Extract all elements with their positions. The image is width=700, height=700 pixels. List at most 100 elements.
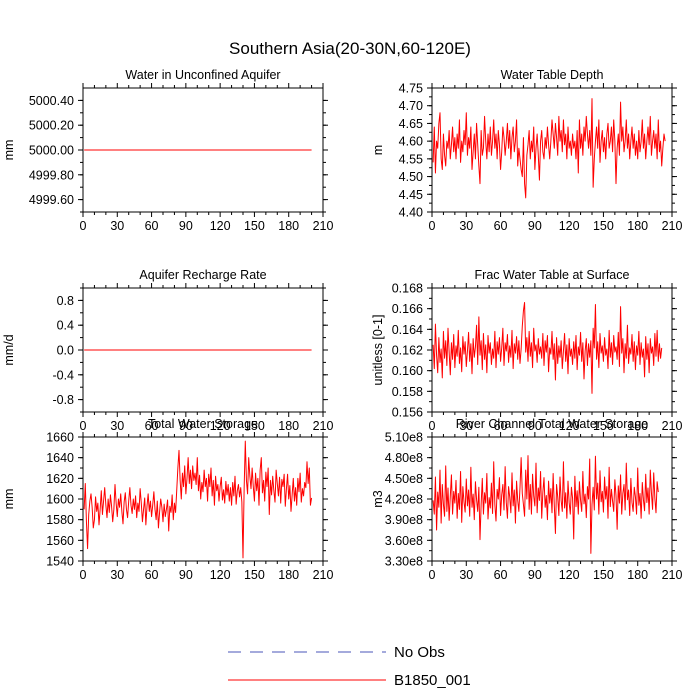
x-tick-label: 180: [278, 419, 299, 433]
x-tick-label: 90: [179, 419, 193, 433]
y-tick-label: 3.60e8: [385, 534, 423, 548]
y-tick-label: 0.166: [392, 302, 423, 316]
y-tick-label: 4.80e8: [385, 451, 423, 465]
panel-aquifer-recharge-rate: Aquifer Recharge Rate 0 30 60 90 120 150 180 210…: [2, 268, 333, 433]
y-tick-label: 4.45: [399, 188, 423, 202]
y-tick-label: 4.20e8: [385, 493, 423, 507]
series-line-b1850-001: [432, 98, 666, 199]
x-tick-label: 210: [313, 419, 334, 433]
panel-title: Frac Water Table at Surface: [475, 268, 630, 282]
x-tick-label: 30: [459, 568, 473, 582]
plot-frame: [82, 436, 324, 562]
x-tick-label: 30: [110, 219, 124, 233]
panel-title: Water in Unconfined Aquifer: [125, 68, 280, 82]
x-tick-label: 60: [145, 219, 159, 233]
y-tick-label: 0.4: [57, 319, 74, 333]
y-tick-label: 4.65: [399, 117, 423, 131]
panels: Water in Unconfined Aquifer 0 30 60 90 120 150…: [2, 68, 682, 582]
y-tick-label: 0.156: [392, 406, 423, 420]
x-tick-label: 30: [459, 419, 473, 433]
y-tick-label: 4999.80: [29, 168, 74, 182]
legend-label-b1850: B1850_001: [394, 672, 471, 689]
x-tick-label: 210: [313, 568, 334, 582]
series-line-b1850-001: [432, 455, 659, 554]
x-tick-label: 120: [210, 419, 231, 433]
panel-title: Total Water Storage: [148, 417, 258, 431]
panel-river-channel-total-water-storage: River Channel Total Water Storage 0 30 60 90…: [371, 417, 682, 582]
x-tick-label: 90: [179, 219, 193, 233]
y-tick-label: 1600: [46, 493, 74, 507]
y-axis-label: mm/d: [2, 334, 16, 365]
y-tick-label: 1580: [46, 513, 74, 527]
y-tick-label: 5000.00: [29, 144, 74, 158]
x-tick-label: 150: [593, 419, 614, 433]
y-tick-label: 4.50: [399, 170, 423, 184]
y-tick-label: 0.8: [57, 294, 74, 308]
x-tick-label: 0: [429, 219, 436, 233]
y-tick-label: 5000.20: [29, 119, 74, 133]
panel-title: River Channel Total Water Storage: [456, 417, 649, 431]
x-tick-label: 0: [80, 419, 87, 433]
x-tick-label: 0: [429, 419, 436, 433]
x-tick-label: 180: [627, 419, 648, 433]
x-tick-label: 60: [494, 419, 508, 433]
x-tick-label: 60: [494, 219, 508, 233]
y-tick-label: 1620: [46, 472, 74, 486]
y-axis-label: mm: [2, 140, 16, 161]
y-tick-label: 3.90e8: [385, 513, 423, 527]
y-tick-label: 1640: [46, 451, 74, 465]
x-tick-label: 30: [459, 219, 473, 233]
x-tick-label: 30: [110, 419, 124, 433]
y-tick-label: -0.8: [52, 393, 74, 407]
figure-title: Southern Asia(20-30N,60-120E): [229, 39, 471, 58]
x-tick-label: 180: [278, 219, 299, 233]
x-tick-label: 60: [145, 419, 159, 433]
y-tick-label: 1660: [46, 431, 74, 445]
panel-total-water-storage: Total Water Storage 0 30 60 90 120 150 180 210 15…: [2, 417, 333, 582]
x-tick-label: 150: [593, 219, 614, 233]
y-tick-label: 0.168: [392, 282, 423, 296]
panel-title: Aquifer Recharge Rate: [139, 268, 266, 282]
x-tick-label: 120: [210, 219, 231, 233]
y-axis-label: m3: [371, 490, 385, 507]
x-tick-label: 60: [494, 568, 508, 582]
y-tick-label: 0.164: [392, 323, 423, 337]
x-tick-label: 210: [662, 219, 683, 233]
x-tick-label: 150: [593, 568, 614, 582]
y-tick-label: 0.158: [392, 385, 423, 399]
x-tick-label: 0: [80, 219, 87, 233]
x-tick-label: 180: [627, 219, 648, 233]
panel-frac-water-table-at-surface: Frac Water Table at Surface 0 30 60 90 120 150…: [371, 268, 682, 433]
x-tick-label: 90: [179, 568, 193, 582]
legend: No Obs B1850_001: [228, 644, 471, 689]
y-tick-label: 5.10e8: [385, 431, 423, 445]
y-axis-label: m: [371, 145, 385, 155]
y-tick-label: 1540: [46, 555, 74, 569]
x-tick-label: 120: [559, 419, 580, 433]
x-tick-label: 0: [429, 568, 436, 582]
legend-label-no-obs: No Obs: [394, 644, 445, 661]
x-tick-label: 180: [627, 568, 648, 582]
x-tick-label: 120: [559, 219, 580, 233]
panel-water-in-unconfined-aquifer: Water in Unconfined Aquifer 0 30 60 90 120 150…: [2, 68, 333, 233]
y-axis-label: mm: [2, 489, 16, 510]
y-tick-label: 0.0: [57, 344, 74, 358]
panel-title: Water Table Depth: [501, 68, 604, 82]
y-tick-label: 0.162: [392, 344, 423, 358]
series-line-b1850-001: [83, 440, 313, 559]
x-tick-label: 120: [210, 568, 231, 582]
y-tick-label: 5000.40: [29, 94, 74, 108]
x-tick-label: 90: [528, 219, 542, 233]
y-tick-label: 3.30e8: [385, 555, 423, 569]
x-tick-label: 180: [278, 568, 299, 582]
y-tick-label: 4.55: [399, 152, 423, 166]
y-tick-label: 4.50e8: [385, 472, 423, 486]
x-tick-label: 60: [145, 568, 159, 582]
y-tick-label: 1560: [46, 534, 74, 548]
y-tick-label: 4.40: [399, 206, 423, 220]
x-tick-label: 150: [244, 568, 265, 582]
y-tick-label: 4999.60: [29, 193, 74, 207]
x-tick-label: 150: [244, 419, 265, 433]
y-tick-label: 0.160: [392, 364, 423, 378]
